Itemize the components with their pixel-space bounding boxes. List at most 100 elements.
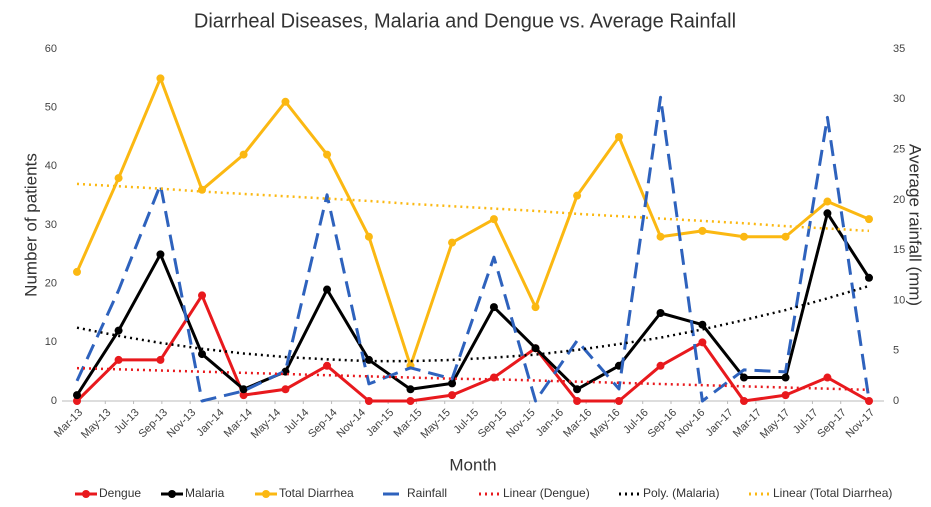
y2-axis-label: Average rainfall (mm) [906, 144, 925, 306]
data-point [281, 385, 290, 394]
x-tick-label: Jan-16 [534, 407, 566, 439]
y-tick-label: 30 [45, 219, 57, 231]
data-point [865, 273, 873, 282]
data-point [573, 191, 582, 200]
legend-label: Dengue [99, 486, 141, 500]
data-point [656, 309, 665, 317]
data-point [865, 397, 873, 405]
x-tick-label: Nov-15 [504, 407, 538, 441]
data-point [323, 361, 332, 370]
data-point [656, 361, 665, 370]
data-point [781, 373, 790, 382]
x-tick-label: May-14 [249, 407, 283, 441]
x-tick-label: Sep-17 [815, 407, 849, 441]
legend-label: Linear (Dengue) [503, 486, 590, 500]
y-tick-label: 10 [45, 336, 57, 348]
y-tick-label: 20 [45, 278, 57, 290]
y-tick-label: 0 [51, 395, 57, 407]
data-point [823, 373, 832, 382]
data-point [573, 385, 582, 394]
data-point [114, 174, 123, 183]
legend-label: Poly. (Malaria) [643, 486, 719, 500]
data-point [739, 232, 748, 241]
data-point [73, 391, 81, 400]
data-point [73, 267, 81, 276]
data-point [531, 344, 540, 353]
series-line [76, 182, 870, 233]
series-line [75, 293, 870, 403]
legend-marker [82, 490, 90, 498]
y2-tick-label: 10 [893, 294, 905, 306]
data-point [406, 385, 415, 394]
y-tick-label: 40 [45, 160, 57, 172]
y2-tick-label: 20 [893, 194, 905, 206]
data-point [698, 226, 707, 235]
data-point [323, 150, 332, 159]
data-point [448, 391, 457, 400]
y-axis-label: Number of patients [21, 153, 40, 297]
data-point [489, 303, 498, 312]
data-point [156, 250, 165, 259]
legend-label: Rainfall [407, 486, 447, 500]
data-point [198, 350, 207, 359]
y2-tick-label: 0 [893, 395, 899, 407]
data-point [573, 397, 582, 405]
data-point [239, 391, 248, 400]
x-tick-label: Nov-16 [674, 407, 708, 441]
y2-tick-label: 35 [893, 43, 905, 55]
x-tick-label: Jan-17 [703, 407, 735, 439]
x-tick-label: Nov-14 [334, 407, 368, 441]
legend-label: Linear (Total Diarrhea) [773, 486, 892, 500]
x-tick-label: May-17 [758, 407, 792, 441]
data-point [614, 133, 623, 141]
series-line [75, 76, 870, 368]
data-point [281, 97, 290, 106]
x-tick-label: Nov-13 [165, 407, 199, 441]
data-point [239, 385, 248, 394]
data-point [448, 238, 457, 247]
data-point [364, 397, 373, 405]
data-point [698, 338, 707, 347]
x-tick-label: May-13 [79, 407, 113, 441]
y-tick-label: 50 [45, 102, 57, 114]
x-tick-label: Sep-16 [646, 407, 680, 441]
data-point [114, 326, 123, 335]
data-point [739, 397, 748, 405]
legend-marker [262, 490, 270, 498]
x-tick-label: May-16 [588, 407, 622, 441]
data-point [448, 379, 457, 388]
data-point [656, 232, 665, 241]
data-point [614, 397, 623, 405]
data-point [156, 74, 165, 83]
series-line [75, 211, 871, 396]
data-point [239, 150, 248, 159]
data-point [781, 391, 790, 400]
data-point [865, 215, 873, 224]
series-line [75, 95, 871, 403]
data-point [73, 397, 81, 405]
x-tick-label: Sep-15 [476, 407, 510, 441]
x-axis-label: Month [449, 455, 496, 474]
x-tick-label: Jan-14 [194, 407, 226, 439]
data-point [698, 320, 707, 329]
x-tick-label: Jan-15 [364, 407, 396, 439]
y2-tick-label: 30 [893, 93, 905, 105]
data-point [489, 215, 498, 224]
data-point [323, 285, 332, 294]
x-tick-label: May-15 [418, 407, 452, 441]
legend-marker [168, 490, 176, 498]
x-tick-label: Sep-14 [306, 407, 340, 441]
data-point [406, 397, 415, 405]
chart-title: Diarrheal Diseases, Malaria and Dengue v… [194, 10, 736, 32]
y-tick-label: 60 [45, 43, 57, 55]
y2-tick-label: 15 [893, 244, 905, 256]
x-tick-label: Nov-17 [844, 407, 878, 441]
data-point [198, 185, 207, 194]
data-point [823, 197, 832, 206]
data-point [739, 373, 748, 382]
y2-tick-label: 5 [893, 345, 899, 357]
series-line [76, 284, 870, 363]
legend-label: Total Diarrhea [279, 486, 354, 500]
data-point [781, 232, 790, 241]
